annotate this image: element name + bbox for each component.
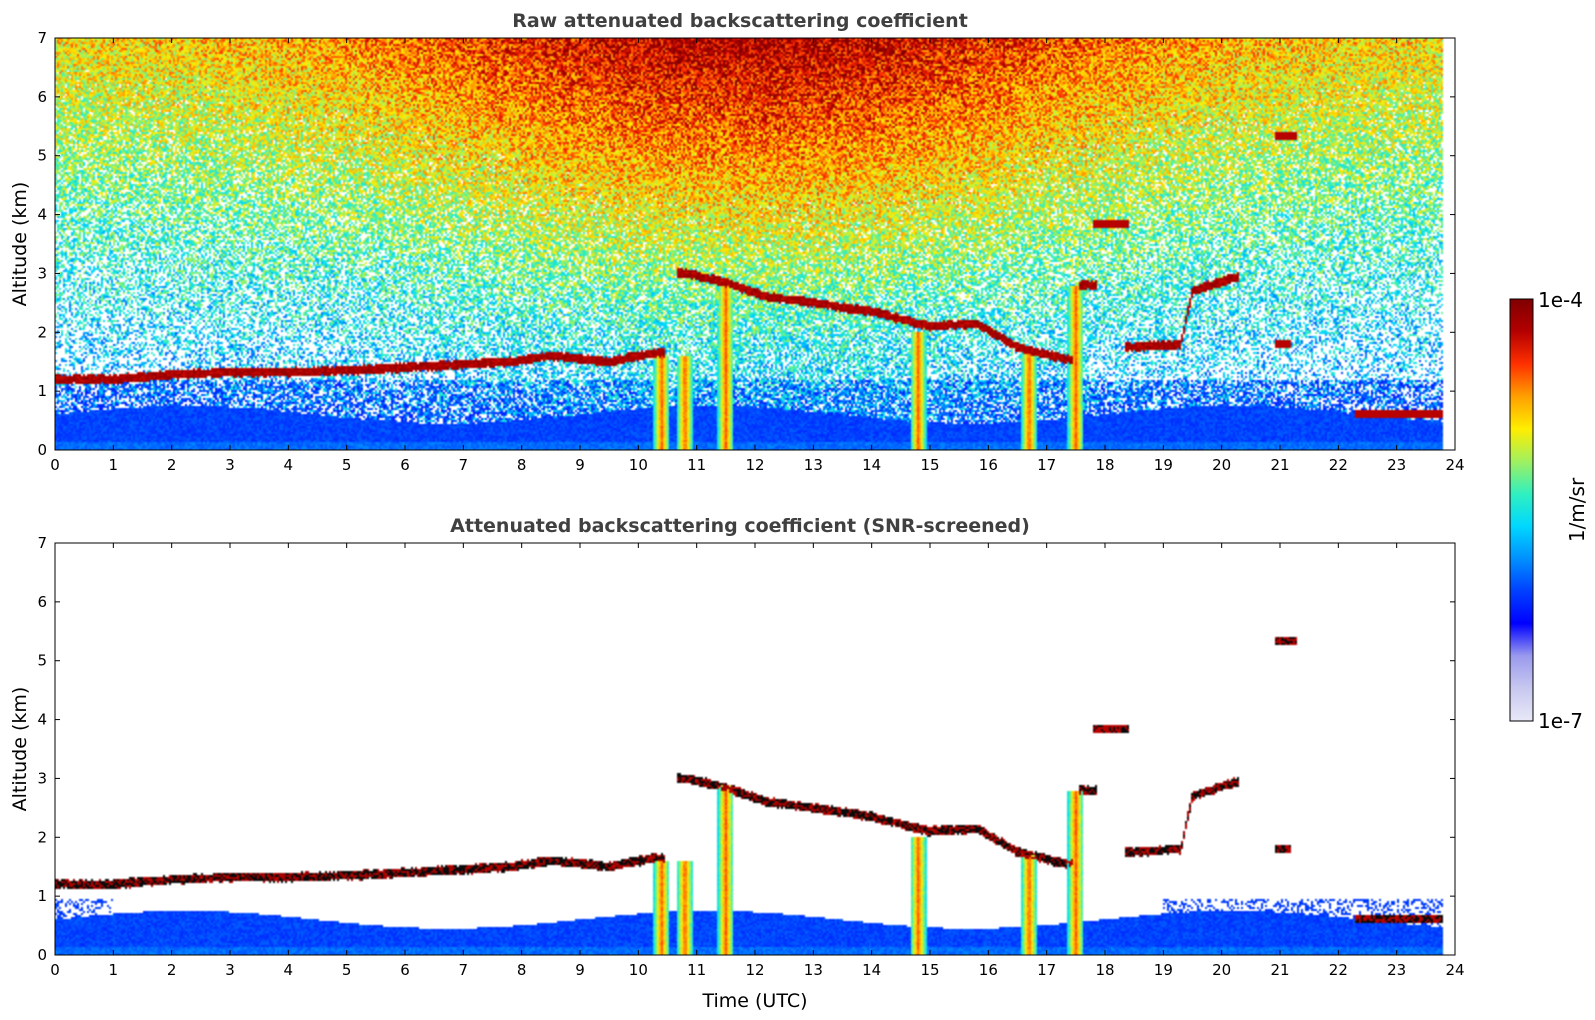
x-tick-label: 4 [284,961,294,979]
x-tick-label: 3 [225,456,235,474]
x-tick-label: 4 [284,456,294,474]
x-tick-label: 20 [1212,456,1231,474]
x-tick-label: 11 [687,961,706,979]
y-axis-label: Altitude (km) [9,182,31,307]
x-tick-label: 18 [1095,961,1114,979]
axis-ticks: 0 1 2 3 4 5 6 7 8 9 10 11 12 13 14 15 16 17 18 19 20 21 22 23 24… [37,534,1464,979]
y-tick-label: 7 [37,534,47,552]
x-tick-label: 10 [629,961,648,979]
x-tick-label: 3 [225,961,235,979]
x-tick-label: 21 [1270,456,1289,474]
x-tick-label: 22 [1329,961,1348,979]
x-tick-label: 13 [804,456,823,474]
x-tick-label: 8 [517,961,527,979]
x-tick-label: 5 [342,961,352,979]
panel-title: Attenuated backscattering coefficient (S… [450,515,1030,537]
x-axis-label: Time (UTC) [701,990,807,1012]
x-tick-label: 6 [400,961,410,979]
y-tick-label: 0 [37,441,47,459]
colorbar: 1e-4 1e-7 1/m/sr [1509,288,1589,733]
x-tick-label: 2 [167,456,177,474]
x-tick-label: 1 [109,456,119,474]
x-tick-label: 14 [862,961,881,979]
colorbar-unit-label: 1/m/sr [1565,477,1589,542]
y-tick-label: 4 [37,206,47,224]
y-tick-label: 6 [37,88,47,106]
x-tick-label: 18 [1095,456,1114,474]
x-tick-label: 11 [687,456,706,474]
x-tick-label: 15 [920,961,939,979]
x-tick-label: 21 [1270,961,1289,979]
colorbar-min-label: 1e-7 [1538,709,1583,733]
x-tick-label: 0 [50,961,60,979]
x-tick-label: 9 [575,456,585,474]
x-tick-label: 20 [1212,961,1231,979]
x-tick-label: 10 [629,456,648,474]
colorbar-gradient [1509,298,1534,722]
x-tick-label: 24 [1445,961,1464,979]
x-tick-label: 19 [1154,961,1173,979]
y-tick-label: 2 [37,323,47,341]
x-tick-label: 6 [400,456,410,474]
panel-raw: Raw attenuated backscattering coefficien… [9,10,1465,474]
colorbar-max-label: 1e-4 [1538,288,1583,312]
x-tick-label: 19 [1154,456,1173,474]
x-tick-label: 5 [342,456,352,474]
x-tick-label: 7 [459,961,469,979]
y-tick-label: 3 [37,264,47,282]
x-tick-label: 16 [979,456,998,474]
x-tick-label: 23 [1387,456,1406,474]
x-tick-label: 17 [1037,961,1056,979]
y-tick-label: 1 [37,887,47,905]
x-tick-label: 23 [1387,961,1406,979]
x-tick-label: 2 [167,961,177,979]
x-tick-label: 1 [109,961,119,979]
x-tick-label: 22 [1329,456,1348,474]
x-tick-label: 0 [50,456,60,474]
x-tick-label: 24 [1445,456,1464,474]
y-tick-label: 3 [37,769,47,787]
y-tick-label: 5 [37,147,47,165]
x-tick-label: 15 [920,456,939,474]
x-tick-label: 14 [862,456,881,474]
y-tick-label: 6 [37,593,47,611]
panel-title: Raw attenuated backscattering coefficien… [512,10,968,32]
backscatter-heatmap-screened [55,543,1455,955]
axis-ticks: 0 1 2 3 4 5 6 7 8 9 10 11 12 13 14 15 16 17 18 19 20 21 22 23 24… [37,29,1464,474]
y-tick-label: 5 [37,652,47,670]
y-tick-label: 7 [37,29,47,47]
x-tick-label: 17 [1037,456,1056,474]
x-tick-label: 12 [745,961,764,979]
y-tick-label: 2 [37,828,47,846]
y-tick-label: 4 [37,711,47,729]
backscatter-heatmap-raw [55,38,1455,450]
x-tick-label: 12 [745,456,764,474]
panel-snr-screened: Attenuated backscattering coefficient (S… [9,515,1465,1012]
x-tick-label: 9 [575,961,585,979]
y-tick-label: 0 [37,946,47,964]
x-tick-label: 8 [517,456,527,474]
y-tick-label: 1 [37,382,47,400]
x-tick-label: 13 [804,961,823,979]
x-tick-label: 16 [979,961,998,979]
x-tick-label: 7 [459,456,469,474]
y-axis-label: Altitude (km) [9,687,31,812]
